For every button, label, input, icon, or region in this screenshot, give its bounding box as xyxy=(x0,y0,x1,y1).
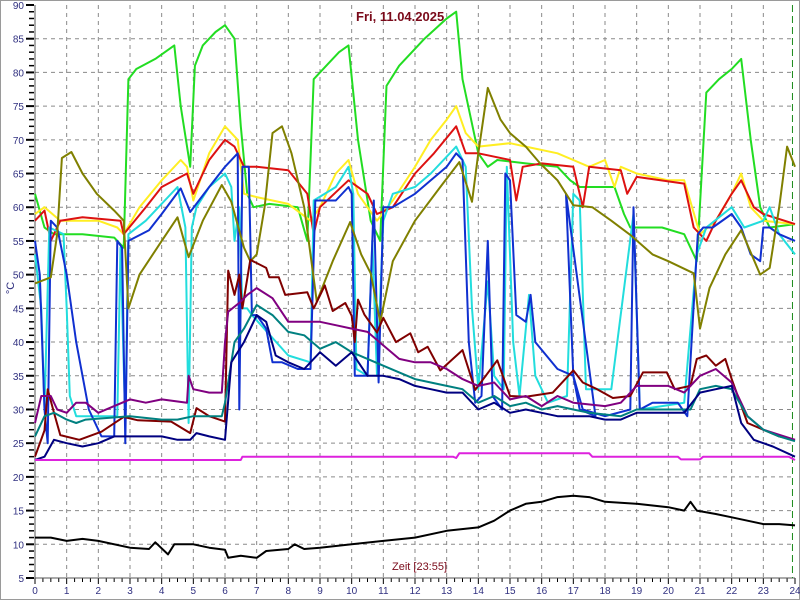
x-tick-label: 9 xyxy=(317,586,323,597)
y-tick-label: 5 xyxy=(18,574,24,585)
x-tick-label: 13 xyxy=(441,586,453,597)
y-tick-label: 85 xyxy=(13,35,25,46)
x-tick-label: 21 xyxy=(694,586,706,597)
y-tick-label: 50 xyxy=(13,271,25,282)
grid xyxy=(35,5,795,578)
y-tick-label: 45 xyxy=(13,304,25,315)
x-tick-label: 7 xyxy=(254,586,260,597)
y-tick-label: 15 xyxy=(13,507,25,518)
series-line-purple xyxy=(34,287,796,441)
series-line-magenta xyxy=(35,452,796,461)
y-tick-label: 30 xyxy=(13,405,25,416)
x-tick-label: 10 xyxy=(346,586,358,597)
x-tick-label: 20 xyxy=(663,586,675,597)
series-line-yellow xyxy=(34,105,796,236)
x-tick-label: 15 xyxy=(504,586,516,597)
y-tick-label: 80 xyxy=(13,68,25,79)
y-axis-label: °C xyxy=(5,281,17,295)
x-tick-label: 11 xyxy=(378,586,389,597)
series-line-teal xyxy=(34,304,796,443)
x-tick-label: 24 xyxy=(789,586,800,597)
x-tick-label: 2 xyxy=(96,586,102,597)
x-tick-label: 22 xyxy=(726,586,738,597)
y-tick-label: 90 xyxy=(13,1,25,12)
x-axis-label: Zeit [23:55] xyxy=(392,561,448,573)
x-tick-label: 3 xyxy=(127,586,133,597)
y-tick-label: 35 xyxy=(13,372,25,383)
axes: 0 1 2 3 4 5 6 7 8 9 10 11 12 13 14 15 16 17 18 19 20 21 22 23 24… xyxy=(13,1,800,597)
y-tick-label: 60 xyxy=(13,203,25,214)
chart-title: Fri, 11.04.2025 xyxy=(356,9,445,24)
x-tick-label: 6 xyxy=(222,586,228,597)
y-tick-label: 70 xyxy=(13,136,25,147)
x-tick-label: 19 xyxy=(631,586,643,597)
x-tick-label: 16 xyxy=(536,586,548,597)
y-tick-label: 55 xyxy=(13,237,25,248)
x-tick-label: 8 xyxy=(286,586,292,597)
x-tick-label: 0 xyxy=(32,586,38,597)
x-tick-label: 5 xyxy=(191,586,197,597)
x-tick-label: 14 xyxy=(473,586,485,597)
series-line-navy xyxy=(34,314,796,461)
y-tick-label: 25 xyxy=(13,439,25,450)
x-tick-label: 1 xyxy=(64,586,70,597)
series-group xyxy=(34,10,796,559)
x-tick-label: 18 xyxy=(599,586,611,597)
x-tick-label: 4 xyxy=(159,586,165,597)
series-line-maroon xyxy=(34,258,796,458)
series-line-black xyxy=(35,494,796,559)
series-line-green xyxy=(34,10,796,263)
y-tick-label: 10 xyxy=(13,540,25,551)
x-tick-label: 12 xyxy=(409,586,421,597)
y-tick-label: 75 xyxy=(13,102,25,113)
x-tick-label: 17 xyxy=(568,586,580,597)
y-tick-label: 65 xyxy=(13,170,25,181)
x-tick-label: 23 xyxy=(758,586,770,597)
y-tick-label: 20 xyxy=(13,473,25,484)
series-line-blue xyxy=(34,152,796,445)
series-line-olive xyxy=(34,86,796,330)
y-tick-label: 40 xyxy=(13,338,25,349)
